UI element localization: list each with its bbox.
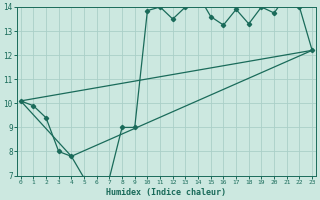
- X-axis label: Humidex (Indice chaleur): Humidex (Indice chaleur): [107, 188, 227, 197]
